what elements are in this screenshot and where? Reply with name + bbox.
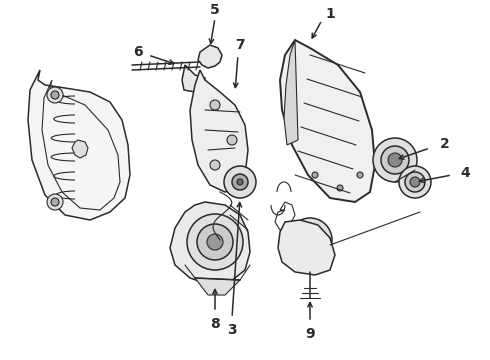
Circle shape bbox=[187, 214, 243, 270]
Circle shape bbox=[288, 218, 332, 262]
Text: 1: 1 bbox=[325, 7, 335, 21]
Polygon shape bbox=[197, 75, 212, 108]
Text: 4: 4 bbox=[460, 166, 470, 180]
Polygon shape bbox=[182, 65, 205, 92]
Circle shape bbox=[399, 166, 431, 198]
Circle shape bbox=[237, 179, 243, 185]
Polygon shape bbox=[198, 45, 222, 68]
Text: 3: 3 bbox=[227, 323, 237, 337]
Text: 2: 2 bbox=[440, 137, 450, 151]
Circle shape bbox=[410, 177, 420, 187]
Polygon shape bbox=[280, 40, 375, 202]
Circle shape bbox=[51, 91, 59, 99]
Circle shape bbox=[304, 234, 316, 246]
Circle shape bbox=[227, 135, 237, 145]
Circle shape bbox=[210, 100, 220, 110]
Circle shape bbox=[47, 194, 63, 210]
Circle shape bbox=[405, 172, 425, 192]
Text: 7: 7 bbox=[235, 38, 245, 52]
Circle shape bbox=[296, 226, 324, 254]
Polygon shape bbox=[278, 220, 335, 275]
Text: 9: 9 bbox=[305, 327, 315, 341]
Circle shape bbox=[207, 234, 223, 250]
Circle shape bbox=[197, 224, 233, 260]
Text: 6: 6 bbox=[133, 45, 143, 59]
Circle shape bbox=[47, 87, 63, 103]
Circle shape bbox=[312, 172, 318, 178]
Polygon shape bbox=[284, 40, 298, 145]
Circle shape bbox=[373, 138, 417, 182]
Text: 5: 5 bbox=[210, 3, 220, 17]
Circle shape bbox=[357, 172, 363, 178]
Circle shape bbox=[51, 198, 59, 206]
Polygon shape bbox=[190, 70, 248, 192]
Polygon shape bbox=[195, 278, 240, 295]
Circle shape bbox=[388, 153, 402, 167]
Text: 8: 8 bbox=[210, 317, 220, 331]
Polygon shape bbox=[170, 202, 250, 285]
Polygon shape bbox=[72, 140, 88, 158]
Circle shape bbox=[337, 185, 343, 191]
Circle shape bbox=[381, 146, 409, 174]
Polygon shape bbox=[28, 70, 130, 220]
Circle shape bbox=[210, 160, 220, 170]
Circle shape bbox=[232, 174, 248, 190]
Circle shape bbox=[224, 166, 256, 198]
